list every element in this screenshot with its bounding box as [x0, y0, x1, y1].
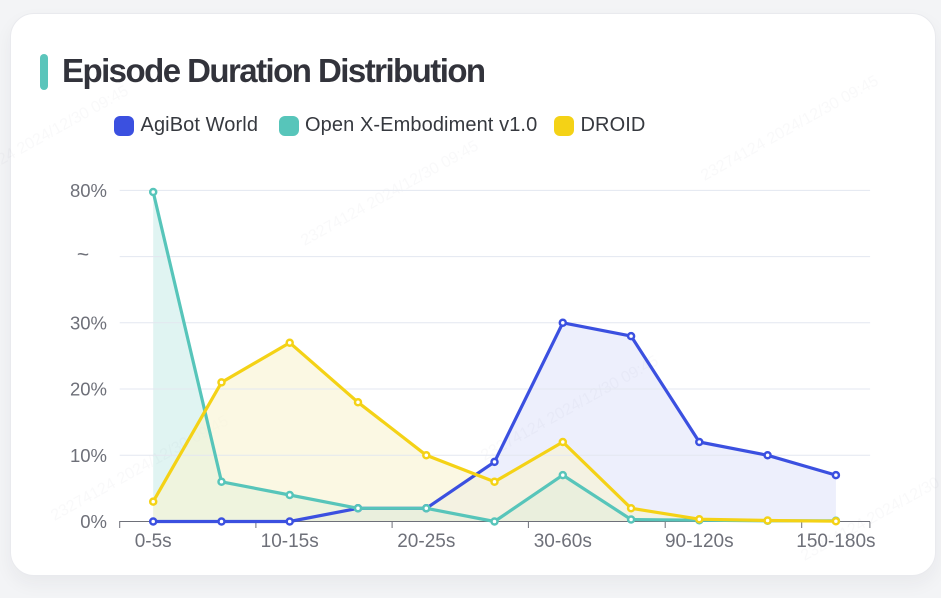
svg-text:90-120s: 90-120s — [665, 531, 734, 552]
svg-text:20%: 20% — [70, 379, 107, 400]
svg-text:0-5s: 0-5s — [135, 531, 172, 552]
svg-text:10%: 10% — [70, 445, 107, 466]
svg-text:30%: 30% — [70, 312, 107, 333]
svg-text:80%: 80% — [70, 180, 107, 201]
svg-text:20-25s: 20-25s — [397, 531, 455, 552]
svg-text:~: ~ — [77, 244, 89, 267]
svg-text:0%: 0% — [80, 511, 107, 532]
svg-text:150-180s: 150-180s — [796, 531, 875, 552]
svg-text:10-15s: 10-15s — [261, 531, 319, 552]
svg-text:30-60s: 30-60s — [534, 531, 592, 552]
